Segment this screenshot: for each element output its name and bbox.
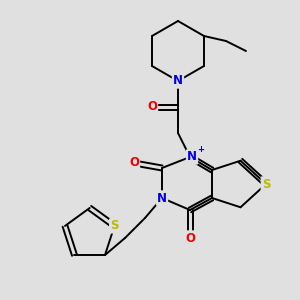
- Text: S: S: [262, 178, 270, 190]
- Text: +: +: [197, 145, 205, 154]
- Text: N: N: [187, 151, 197, 164]
- Text: S: S: [110, 219, 119, 232]
- Text: O: O: [147, 100, 157, 113]
- Text: N: N: [157, 191, 167, 205]
- Text: O: O: [185, 232, 195, 244]
- Text: O: O: [129, 157, 139, 169]
- Text: N: N: [173, 74, 183, 88]
